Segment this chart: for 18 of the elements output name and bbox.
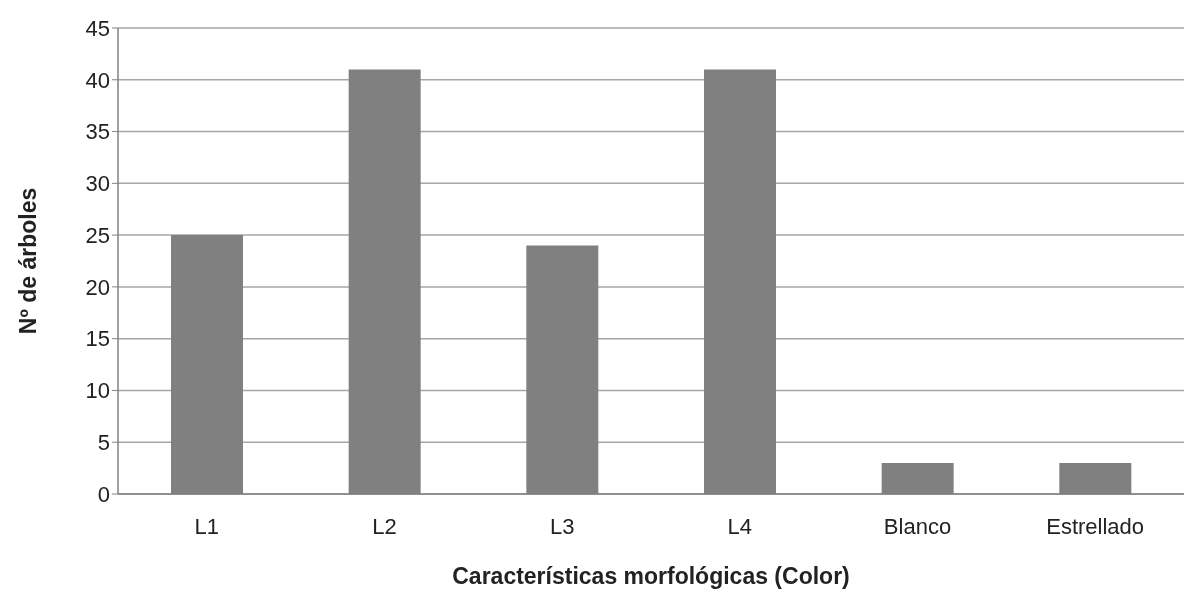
x-tick-label: L1 [194, 513, 220, 539]
y-tick-label: 10 [85, 378, 110, 404]
x-tick-label: Blanco [883, 513, 952, 539]
y-tick-label: 25 [85, 222, 110, 248]
x-tick-label: Estrellado [1046, 513, 1145, 539]
x-tick-label: L3 [549, 513, 575, 539]
y-tick-label: 0 [97, 481, 110, 507]
x-tick-label: L4 [727, 513, 753, 539]
y-tick-label: 5 [97, 430, 110, 456]
y-tick-label: 45 [85, 15, 110, 41]
y-tick-label: 30 [85, 171, 110, 197]
y-tick-label: 35 [85, 119, 110, 145]
y-axis-title: Nº de árboles [15, 187, 42, 335]
y-tick-label: 40 [85, 67, 110, 93]
x-axis-title: Características morfológicas (Color) [452, 563, 850, 589]
x-tick-label: L2 [372, 513, 397, 539]
y-tick-label: 15 [85, 326, 110, 352]
y-tick-label: 20 [85, 274, 110, 300]
